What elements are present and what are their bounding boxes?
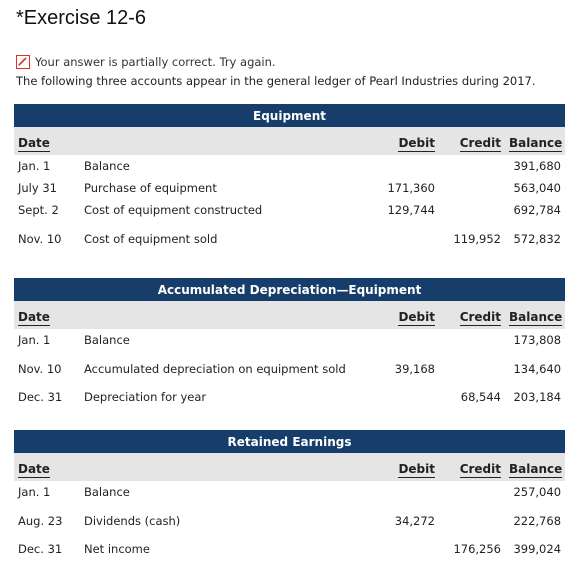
row-debit: 34,272 [394, 513, 435, 528]
row-credit: 176,256 [453, 542, 501, 556]
answer-status: Your answer is partially correct. Try ag… [16, 55, 276, 69]
row-balance: 692,784 [513, 203, 561, 217]
intro-text: The following three accounts appear in t… [16, 74, 536, 88]
ledger-title: Retained Earnings [14, 430, 566, 453]
row-date: Dec. 31 [18, 390, 63, 404]
date-header: Date [14, 127, 78, 155]
row-debit [371, 329, 439, 351]
balance-header: Balance [505, 301, 566, 329]
ledger-row: Jan. 1 Balance 391,680 [14, 155, 565, 177]
row-debit: 129,744 [387, 203, 435, 217]
row-debit: 171,360 [387, 181, 435, 195]
row-description: Balance [84, 159, 130, 173]
row-debit [371, 155, 439, 177]
row-description: Cost of equipment constructed [84, 203, 263, 217]
ledger-row: Sept. 2 Cost of equipment constructed 12… [14, 199, 565, 221]
row-debit: 39,168 [394, 361, 435, 376]
column-header-row: Date Debit Credit Balance [14, 301, 566, 329]
debit-header: Debit [371, 453, 439, 481]
row-credit [439, 177, 505, 199]
row-credit [439, 155, 505, 177]
row-date: Nov. 10 [18, 361, 62, 376]
description-header [78, 301, 371, 329]
row-credit: 68,544 [460, 390, 501, 404]
row-balance: 222,768 [513, 513, 562, 528]
row-debit [371, 221, 439, 256]
debit-header: Debit [371, 301, 439, 329]
row-balance: 572,832 [513, 231, 561, 246]
ledger-title: Equipment [14, 104, 565, 127]
row-credit [439, 503, 505, 538]
row-credit [439, 481, 505, 503]
row-date: Nov. 10 [18, 231, 62, 246]
ledger-row: Jan. 1 Balance 257,040 [14, 481, 565, 503]
row-credit: 119,952 [453, 231, 501, 246]
ledger-row: Nov. 10 Accumulated depreciation on equi… [14, 351, 565, 386]
row-balance: 257,040 [513, 485, 562, 499]
row-description: Cost of equipment sold [84, 231, 218, 246]
date-header: Date [14, 301, 78, 329]
balance-header: Balance [505, 453, 566, 481]
ledger-title: Accumulated Depreciation—Equipment [14, 278, 566, 301]
row-balance: 391,680 [513, 159, 561, 173]
row-debit [371, 538, 439, 560]
row-description: Accumulated depreciation on equipment so… [84, 361, 346, 376]
status-text: Your answer is partially correct. Try ag… [35, 55, 276, 69]
row-balance: 399,024 [513, 542, 562, 556]
row-debit [371, 481, 439, 503]
row-description: Balance [84, 333, 130, 347]
ledger-row: Nov. 10 Cost of equipment sold 119,952 5… [14, 221, 565, 256]
row-description: Balance [84, 485, 130, 499]
column-header-row: Date Debit Credit Balance [14, 127, 565, 155]
row-balance: 563,040 [513, 181, 561, 195]
row-balance: 173,808 [513, 333, 562, 347]
credit-header: Credit [439, 127, 505, 155]
ledger-row: Dec. 31 Net income 176,256 399,024 [14, 538, 565, 560]
row-credit [439, 199, 505, 221]
ledger-row: Aug. 23 Dividends (cash) 34,272 222,768 [14, 503, 565, 538]
column-header-row: Date Debit Credit Balance [14, 453, 566, 481]
row-date: Jan. 1 [18, 159, 51, 173]
row-date: Aug. 23 [18, 513, 63, 528]
row-date: Dec. 31 [18, 542, 63, 556]
row-description: Dividends (cash) [84, 513, 181, 528]
page-title: *Exercise 12-6 [16, 7, 147, 29]
ledger-row: Dec. 31 Depreciation for year 68,544 203… [14, 386, 565, 408]
ledger-equipment: Equipment Date Debit Credit Balance Jan.… [14, 104, 565, 256]
debit-header: Debit [371, 127, 439, 155]
row-date: Jan. 1 [18, 485, 51, 499]
balance-header: Balance [505, 127, 565, 155]
row-description: Net income [84, 542, 150, 556]
row-description: Purchase of equipment [84, 181, 217, 195]
ledger-row: Jan. 1 Balance 173,808 [14, 329, 565, 351]
row-credit [439, 329, 505, 351]
credit-header: Credit [439, 453, 505, 481]
ledger-retained-earnings: Retained Earnings Date Debit Credit Bala… [14, 430, 566, 560]
description-header [78, 453, 371, 481]
ledger-row: July 31 Purchase of equipment 171,360 56… [14, 177, 565, 199]
row-balance: 203,184 [513, 390, 562, 404]
row-credit [439, 351, 505, 386]
row-date: Jan. 1 [18, 333, 51, 347]
date-header: Date [14, 453, 78, 481]
description-header [78, 127, 371, 155]
partially-correct-pencil-icon [16, 55, 30, 69]
row-description: Depreciation for year [84, 390, 207, 404]
credit-header: Credit [439, 301, 505, 329]
row-date: July 31 [18, 181, 57, 195]
ledger-accumulated-depreciation: Accumulated Depreciation—Equipment Date … [14, 278, 566, 408]
row-balance: 134,640 [513, 361, 562, 376]
row-date: Sept. 2 [18, 203, 59, 217]
row-debit [371, 386, 439, 408]
